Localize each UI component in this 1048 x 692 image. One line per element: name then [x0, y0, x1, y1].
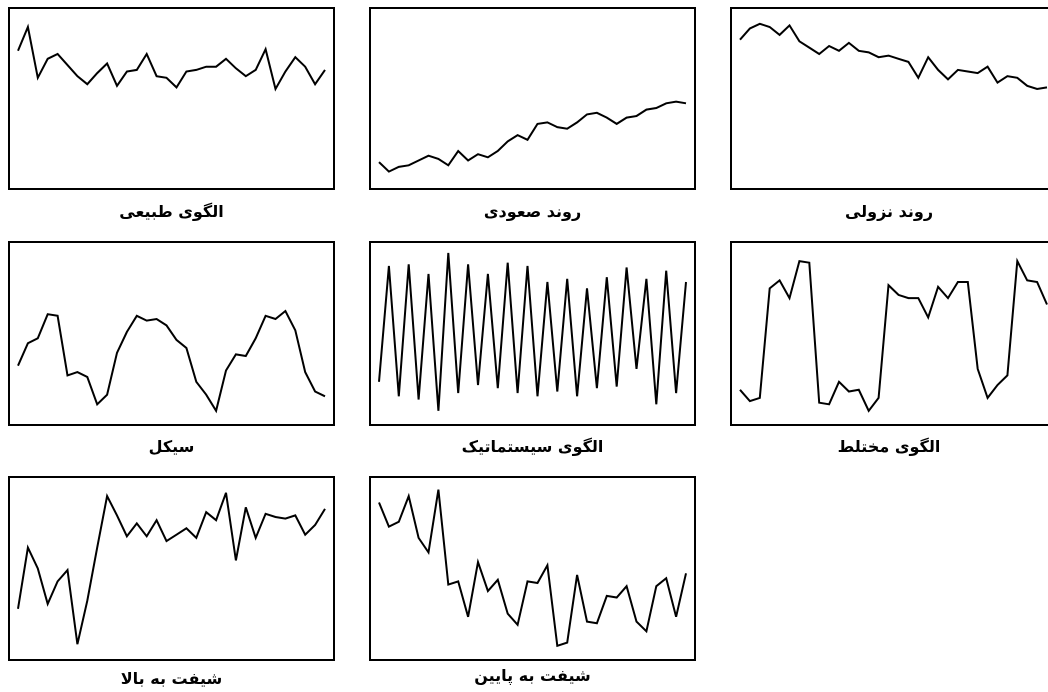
chart-frame — [730, 241, 1048, 426]
line-chart — [378, 489, 687, 648]
panel-label: الگوی مختلط — [837, 437, 941, 456]
panel-label: شیفت به پایین — [474, 666, 591, 685]
line-chart — [739, 257, 1048, 413]
line-chart — [378, 100, 687, 173]
series-line — [17, 492, 326, 645]
line-chart — [17, 309, 326, 414]
line-chart — [739, 22, 1048, 91]
panel-label: روند صعودی — [483, 202, 582, 221]
chart-frame — [369, 476, 696, 661]
line-chart — [17, 23, 326, 92]
line-chart — [17, 492, 326, 645]
series-line — [378, 252, 687, 411]
series-line — [378, 100, 687, 173]
series-line — [739, 257, 1048, 413]
series-line — [17, 309, 326, 414]
series-line — [17, 23, 326, 92]
chart-frame — [369, 7, 696, 190]
series-line — [378, 489, 687, 648]
chart-frame — [8, 7, 335, 190]
panel-label: روند نزولی — [844, 202, 934, 221]
chart-frame — [369, 241, 696, 426]
panel-label: الگوی طبیعی — [119, 202, 224, 221]
line-chart — [378, 252, 687, 411]
panel-label: شیفت به بالا — [120, 669, 223, 688]
panel-label: سیکل — [148, 437, 195, 456]
chart-frame — [8, 241, 335, 426]
chart-frame — [730, 7, 1048, 190]
series-line — [739, 22, 1048, 91]
chart-frame — [8, 476, 335, 661]
panel-label: الگوی سیستماتیک — [461, 437, 604, 456]
